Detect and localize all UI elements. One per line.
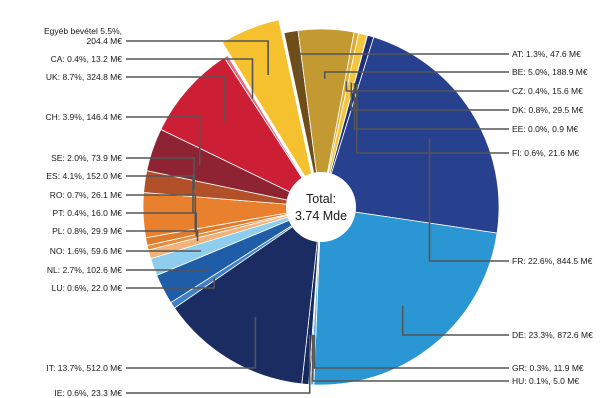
leader-line-be	[323, 71, 509, 79]
leader-line-ee	[353, 83, 509, 130]
slice-other	[221, 19, 317, 195]
leader-line-de	[401, 305, 509, 336]
leader-line-dk	[350, 82, 509, 111]
slice-label-fi: FI: 0.6%, 21.6 M€	[512, 148, 579, 158]
slice-it	[173, 206, 322, 385]
slice-label-de: DE: 23.3%, 872.6 M€	[512, 330, 593, 340]
slice-label-other: Egyéb bevétel 5.5%, 204.4 M€	[44, 26, 122, 46]
leader-line-ch	[126, 116, 201, 166]
leader-line-ca	[126, 58, 254, 99]
label-leader-lines	[126, 40, 509, 394]
leader-line-nl	[126, 266, 209, 271]
leader-line-ie	[126, 334, 311, 394]
slice-label-nl: NL: 2.7%, 102.6 M€	[47, 265, 122, 275]
slice-label-be: BE: 5.0%, 188.9 M€	[512, 67, 588, 77]
center-circle	[286, 172, 356, 242]
leader-line-uk	[126, 76, 226, 123]
leader-line-cz	[345, 81, 509, 92]
slice-label-gr: GR: 0.3%, 11.9 M€	[512, 363, 584, 373]
slice-label-pl: PL: 0.8%, 29.9 M€	[52, 226, 122, 236]
leader-line-lu	[126, 277, 215, 289]
slice-label-fr: FR: 22.6%, 844.5 M€	[512, 256, 593, 266]
leader-line-es	[126, 175, 194, 213]
leader-line-other	[126, 40, 269, 75]
slice-label-ro: RO: 0.7%, 26.1 M€	[50, 190, 123, 200]
slice-label-uk: UK: 8.7%, 324.8 M€	[46, 72, 122, 82]
slice-label-lu: LU: 0.6%, 22.0 M€	[52, 283, 123, 293]
slice-label-pt: PT: 0.4%, 16.0 M€	[53, 208, 123, 218]
leader-line-gr	[313, 335, 509, 369]
leader-line-fr	[428, 138, 509, 262]
slice-label-it: IT: 13.7%, 512.0 M€	[46, 363, 122, 373]
center-total-value: 3.74 Mde	[295, 209, 347, 223]
pie-slices	[142, 19, 500, 386]
leader-line-at	[298, 53, 509, 81]
slice-label-dk: DK: 0.8%, 29.5 M€	[512, 105, 584, 115]
slice-fr	[320, 36, 500, 234]
leader-line-it	[126, 317, 257, 369]
slice-label-cz: CZ: 0.4%, 15.6 M€	[512, 86, 583, 96]
slice-label-no: NO: 1.6%, 59.6 M€	[50, 246, 123, 256]
slice-label-ie: IE: 0.6%, 23.3 M€	[54, 388, 122, 398]
leader-line-pl	[126, 230, 199, 242]
slice-label-at: AT: 1.3%, 47.6 M€	[512, 49, 581, 59]
slice-labels: AT: 1.3%, 47.6 M€ BE: 5.0%, 188.9 M€ CZ: 0…	[44, 26, 593, 398]
slice-label-se: SE: 2.0%, 73.9 M€	[51, 153, 122, 163]
leader-line-pt	[126, 212, 197, 237]
leader-line-se	[126, 157, 195, 189]
slice-label-ca: CA: 0.4%, 13.2 M€	[51, 54, 123, 64]
slice-label-ee: EE: 0.0%, 0.9 M€	[512, 124, 578, 134]
slice-label-ch: CH: 3.9%, 146.4 M€	[45, 112, 122, 122]
slice-label-es: ES: 4.1%, 152.0 M€	[46, 171, 122, 181]
leader-line-fi	[355, 83, 509, 154]
center-badge: Total: 3.74 Mde	[286, 172, 356, 242]
leader-line-ro	[126, 194, 197, 232]
slice-label-hu: HU: 0.1%, 5.0 M€	[512, 376, 579, 386]
slice-ca	[223, 54, 322, 208]
center-total-label: Total:	[306, 192, 336, 206]
leader-line-no	[126, 250, 202, 252]
leader-line-hu	[311, 334, 509, 382]
